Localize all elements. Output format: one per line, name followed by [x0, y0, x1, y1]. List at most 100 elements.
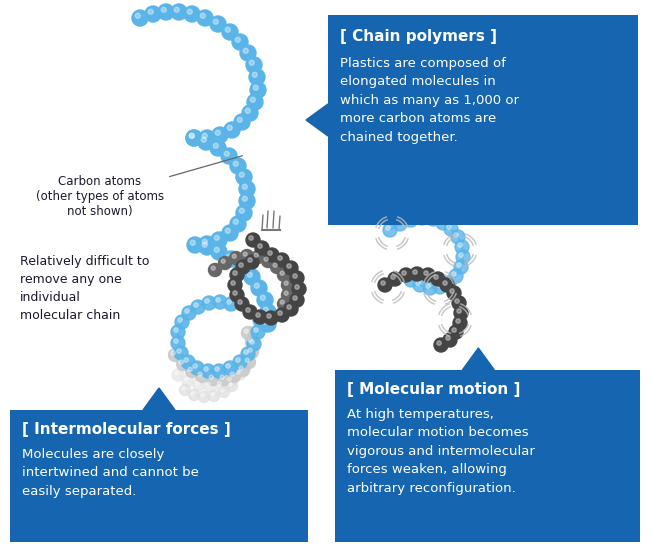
- Circle shape: [161, 7, 166, 12]
- Circle shape: [204, 367, 208, 371]
- Circle shape: [187, 237, 203, 253]
- Circle shape: [278, 311, 282, 315]
- Circle shape: [246, 57, 262, 73]
- Circle shape: [174, 7, 179, 12]
- Circle shape: [243, 305, 257, 319]
- Circle shape: [175, 315, 189, 329]
- Circle shape: [222, 225, 238, 241]
- Circle shape: [251, 280, 267, 296]
- Circle shape: [190, 240, 195, 245]
- Circle shape: [191, 300, 205, 314]
- Polygon shape: [143, 388, 175, 410]
- Circle shape: [230, 216, 246, 232]
- Circle shape: [239, 263, 243, 267]
- Polygon shape: [306, 104, 328, 136]
- Circle shape: [189, 133, 194, 138]
- Circle shape: [213, 295, 227, 309]
- Circle shape: [292, 282, 306, 296]
- Circle shape: [456, 250, 470, 264]
- Circle shape: [244, 269, 260, 285]
- Circle shape: [223, 251, 239, 267]
- Circle shape: [235, 37, 240, 42]
- Circle shape: [230, 372, 234, 376]
- Circle shape: [186, 130, 202, 146]
- Circle shape: [202, 296, 216, 310]
- Circle shape: [207, 372, 220, 386]
- Circle shape: [158, 4, 174, 20]
- Circle shape: [185, 365, 198, 377]
- Circle shape: [436, 283, 440, 287]
- Circle shape: [193, 379, 205, 391]
- Circle shape: [213, 19, 218, 24]
- Circle shape: [196, 370, 209, 382]
- Circle shape: [260, 304, 276, 320]
- Circle shape: [404, 213, 418, 227]
- Circle shape: [249, 236, 254, 240]
- Circle shape: [197, 10, 213, 26]
- Circle shape: [202, 133, 207, 138]
- Circle shape: [431, 272, 445, 286]
- Circle shape: [247, 94, 263, 110]
- Circle shape: [433, 280, 447, 294]
- Circle shape: [458, 243, 462, 248]
- Circle shape: [171, 351, 176, 355]
- Circle shape: [252, 72, 257, 78]
- Circle shape: [236, 169, 252, 185]
- Circle shape: [281, 289, 294, 301]
- Circle shape: [242, 355, 255, 368]
- Circle shape: [239, 181, 255, 197]
- Circle shape: [228, 278, 242, 292]
- Circle shape: [444, 222, 458, 236]
- FancyBboxPatch shape: [10, 410, 308, 542]
- Circle shape: [456, 319, 460, 323]
- Circle shape: [421, 268, 435, 282]
- Circle shape: [247, 272, 252, 277]
- Circle shape: [184, 358, 188, 362]
- Circle shape: [227, 377, 231, 381]
- Circle shape: [451, 230, 465, 244]
- Circle shape: [250, 97, 255, 102]
- Circle shape: [177, 349, 181, 353]
- Circle shape: [264, 257, 268, 261]
- Circle shape: [402, 271, 406, 276]
- Circle shape: [248, 348, 252, 352]
- Circle shape: [198, 372, 202, 376]
- Circle shape: [205, 299, 209, 303]
- Circle shape: [217, 381, 221, 385]
- Circle shape: [246, 345, 259, 359]
- Circle shape: [378, 278, 392, 292]
- Circle shape: [190, 392, 194, 395]
- Circle shape: [236, 358, 240, 362]
- Circle shape: [179, 384, 190, 395]
- Circle shape: [135, 13, 140, 18]
- Circle shape: [230, 268, 244, 282]
- Circle shape: [240, 250, 254, 262]
- Circle shape: [452, 296, 466, 310]
- Circle shape: [242, 327, 255, 339]
- Circle shape: [230, 288, 244, 302]
- Circle shape: [172, 369, 184, 381]
- Circle shape: [449, 269, 463, 283]
- Circle shape: [204, 380, 216, 392]
- Circle shape: [424, 271, 428, 276]
- Circle shape: [426, 212, 440, 226]
- Circle shape: [459, 253, 463, 257]
- Circle shape: [260, 295, 265, 300]
- Circle shape: [239, 193, 255, 209]
- Circle shape: [260, 316, 276, 332]
- Circle shape: [237, 364, 250, 377]
- Circle shape: [252, 250, 265, 263]
- Circle shape: [186, 130, 202, 146]
- Circle shape: [222, 24, 238, 40]
- Circle shape: [225, 228, 230, 233]
- Circle shape: [273, 263, 278, 267]
- Circle shape: [407, 216, 411, 221]
- Circle shape: [245, 108, 250, 113]
- Circle shape: [254, 283, 259, 288]
- Circle shape: [210, 140, 226, 156]
- Circle shape: [261, 255, 274, 267]
- Circle shape: [393, 217, 407, 231]
- Circle shape: [254, 85, 258, 90]
- Circle shape: [256, 316, 260, 320]
- Text: At high temperatures,
molecular motion becomes
vigorous and intermolecular
force: At high temperatures, molecular motion b…: [347, 408, 535, 495]
